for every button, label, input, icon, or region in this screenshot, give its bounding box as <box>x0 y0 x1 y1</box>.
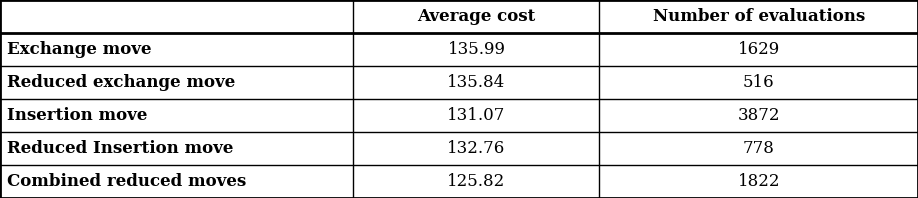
Bar <box>0 66 353 99</box>
Bar <box>0 132 353 165</box>
Text: 135.99: 135.99 <box>447 41 506 58</box>
Text: Reduced Insertion move: Reduced Insertion move <box>7 140 234 157</box>
Bar <box>599 66 918 99</box>
Text: Average cost: Average cost <box>418 8 535 25</box>
Text: 1629: 1629 <box>737 41 780 58</box>
Text: 132.76: 132.76 <box>447 140 506 157</box>
Bar <box>0 0 353 33</box>
Bar <box>599 99 918 132</box>
Bar <box>599 165 918 198</box>
Bar <box>0 99 353 132</box>
Text: 1822: 1822 <box>737 173 780 190</box>
Text: Exchange move: Exchange move <box>7 41 151 58</box>
Text: 135.84: 135.84 <box>447 74 506 91</box>
Bar <box>0 165 353 198</box>
Text: 125.82: 125.82 <box>447 173 506 190</box>
Bar <box>353 66 599 99</box>
Text: Number of evaluations: Number of evaluations <box>653 8 865 25</box>
Bar <box>599 132 918 165</box>
Bar <box>353 0 599 33</box>
Bar <box>353 165 599 198</box>
Bar <box>353 132 599 165</box>
Text: Reduced exchange move: Reduced exchange move <box>7 74 236 91</box>
Bar <box>353 99 599 132</box>
Bar <box>599 33 918 66</box>
Text: 131.07: 131.07 <box>447 107 506 124</box>
Text: 3872: 3872 <box>737 107 780 124</box>
Text: 778: 778 <box>743 140 775 157</box>
Text: 516: 516 <box>743 74 775 91</box>
Bar <box>599 0 918 33</box>
Bar <box>353 33 599 66</box>
Bar <box>0 33 353 66</box>
Text: Combined reduced moves: Combined reduced moves <box>7 173 247 190</box>
Text: Insertion move: Insertion move <box>7 107 148 124</box>
